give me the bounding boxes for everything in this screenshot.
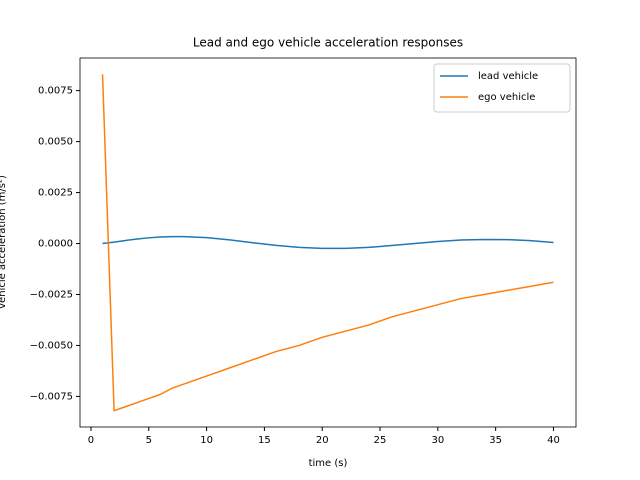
x-tick-label: 40 xyxy=(547,435,560,446)
x-tick-label: 30 xyxy=(431,435,444,446)
x-axis-label: time (s) xyxy=(309,458,348,469)
x-tick-label: 25 xyxy=(374,435,387,446)
y-tick-label: −0.0025 xyxy=(30,289,73,300)
legend-label: lead vehicle xyxy=(478,71,538,82)
series-line xyxy=(101,74,554,412)
x-tick-label: 5 xyxy=(146,435,152,446)
y-tick-label: 0.0000 xyxy=(38,239,73,250)
x-tick-label: 15 xyxy=(258,435,271,446)
y-tick-label: 0.0075 xyxy=(38,86,73,97)
x-tick-label: 35 xyxy=(489,435,502,446)
x-tick-label: 10 xyxy=(200,435,213,446)
y-tick-label: 0.0050 xyxy=(38,137,73,148)
y-tick-label: −0.0050 xyxy=(30,340,73,351)
x-tick-label: 20 xyxy=(316,435,329,446)
plot-frame xyxy=(79,57,577,428)
legend-label: ego vehicle xyxy=(478,92,535,103)
x-tick-label: 0 xyxy=(88,435,94,446)
y-tick-label: 0.0025 xyxy=(38,188,73,199)
y-axis-label: vehicle acceleration (m/s²) xyxy=(0,175,8,309)
series-line xyxy=(102,235,554,250)
chart-title: Lead and ego vehicle acceleration respon… xyxy=(193,36,463,50)
y-tick-label: −0.0075 xyxy=(30,391,73,402)
